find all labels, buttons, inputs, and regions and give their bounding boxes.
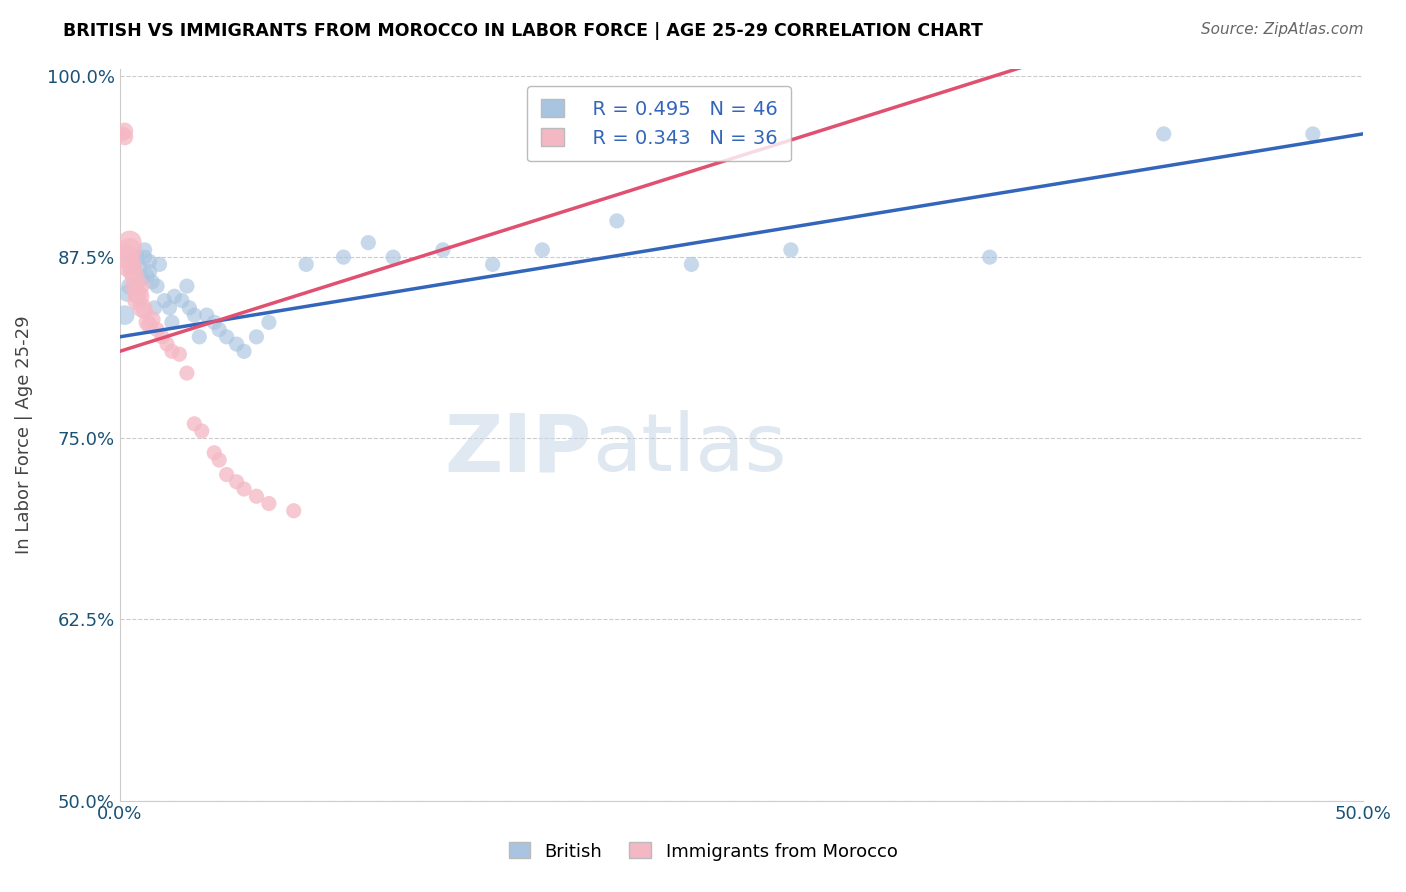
Point — [681, 257, 703, 271]
Y-axis label: In Labor Force | Age 25-29: In Labor Force | Age 25-29 — [15, 316, 32, 554]
Point — [124, 268, 146, 283]
Point — [179, 301, 201, 315]
Point — [115, 286, 138, 301]
Point — [146, 323, 169, 337]
Point — [115, 250, 138, 264]
Text: Source: ZipAtlas.com: Source: ZipAtlas.com — [1201, 22, 1364, 37]
Legend: British, Immigrants from Morocco: British, Immigrants from Morocco — [499, 833, 907, 870]
Point — [332, 250, 354, 264]
Text: atlas: atlas — [592, 410, 786, 488]
Point — [979, 250, 1001, 264]
Point — [357, 235, 380, 250]
Point — [156, 337, 179, 351]
Point — [114, 124, 136, 138]
Point — [127, 293, 149, 308]
Point — [114, 129, 136, 144]
Point — [183, 417, 205, 431]
Point — [481, 257, 503, 271]
Point — [169, 347, 191, 361]
Point — [114, 308, 136, 322]
Point — [115, 257, 138, 271]
Point — [382, 250, 405, 264]
Point — [1302, 127, 1324, 141]
Point — [606, 214, 628, 228]
Text: BRITISH VS IMMIGRANTS FROM MOROCCO IN LABOR FORCE | AGE 25-29 CORRELATION CHART: BRITISH VS IMMIGRANTS FROM MOROCCO IN LA… — [63, 22, 983, 40]
Point — [176, 279, 198, 293]
Point — [124, 257, 146, 271]
Point — [432, 243, 454, 257]
Point — [245, 330, 267, 344]
Point — [146, 279, 169, 293]
Point — [127, 250, 149, 264]
Point — [295, 257, 318, 271]
Point — [121, 265, 143, 279]
Point — [128, 279, 150, 293]
Point — [160, 315, 183, 329]
Point — [134, 243, 156, 257]
Point — [188, 330, 211, 344]
Point — [245, 489, 267, 503]
Point — [170, 293, 193, 308]
Point — [531, 243, 554, 257]
Point — [233, 482, 256, 496]
Point — [163, 289, 186, 303]
Legend:   R = 0.495   N = 46,   R = 0.343   N = 36: R = 0.495 N = 46, R = 0.343 N = 36 — [527, 86, 792, 161]
Point — [143, 301, 166, 315]
Point — [127, 286, 149, 301]
Point — [138, 254, 160, 268]
Point — [191, 424, 214, 438]
Point — [136, 315, 159, 329]
Point — [225, 475, 247, 489]
Point — [141, 275, 163, 289]
Point — [202, 315, 225, 329]
Point — [160, 344, 183, 359]
Point — [215, 467, 238, 482]
Point — [208, 323, 231, 337]
Point — [128, 289, 150, 303]
Point — [118, 243, 141, 257]
Point — [134, 303, 156, 318]
Point — [111, 127, 134, 141]
Point — [136, 268, 159, 283]
Point — [233, 344, 256, 359]
Point — [215, 330, 238, 344]
Point — [159, 301, 181, 315]
Point — [118, 235, 141, 250]
Point — [183, 308, 205, 322]
Point — [134, 250, 156, 264]
Point — [128, 260, 150, 275]
Point — [118, 279, 141, 293]
Point — [124, 279, 146, 293]
Point — [176, 366, 198, 380]
Point — [225, 337, 247, 351]
Point — [208, 453, 231, 467]
Point — [195, 308, 218, 322]
Point — [131, 301, 153, 315]
Point — [202, 446, 225, 460]
Point — [1153, 127, 1175, 141]
Point — [141, 312, 163, 326]
Point — [779, 243, 801, 257]
Point — [257, 315, 280, 329]
Point — [138, 265, 160, 279]
Point — [131, 272, 153, 286]
Point — [138, 318, 160, 333]
Point — [121, 257, 143, 271]
Point — [153, 293, 176, 308]
Point — [283, 504, 305, 518]
Point — [150, 330, 173, 344]
Point — [257, 496, 280, 510]
Text: ZIP: ZIP — [444, 410, 592, 488]
Point — [148, 257, 170, 271]
